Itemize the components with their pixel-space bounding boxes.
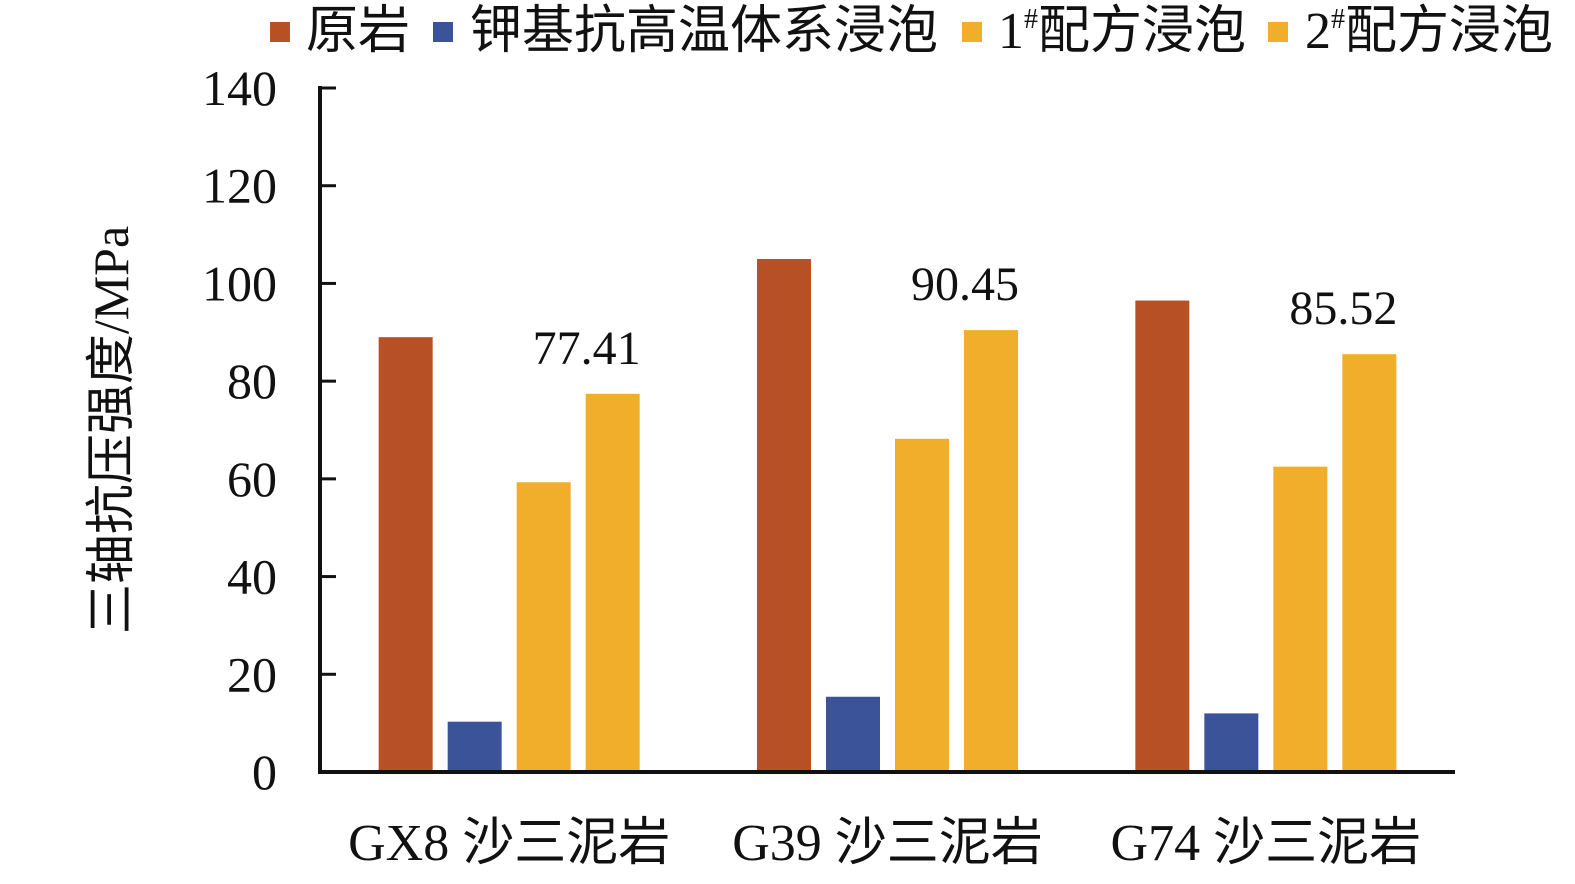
bar-s2-c2	[1273, 466, 1328, 772]
legend-label-formula1-sup: #	[1024, 4, 1038, 35]
bar-s1-c1	[826, 696, 880, 772]
legend-swatch-yuanyan	[270, 22, 290, 42]
legend-label-formula2: 2#配方浸泡	[1305, 3, 1553, 60]
x-tick-label-1: G39 沙三泥岩	[732, 815, 1043, 872]
data-label-2: 85.52	[1289, 282, 1397, 335]
legend-label-formula1-num: 1	[998, 3, 1024, 60]
legend-label-formula2-num: 2	[1305, 3, 1331, 60]
y-tick-label-6: 120	[202, 158, 277, 214]
bar-s1-c0	[447, 721, 502, 772]
y-tick-label-1: 20	[227, 646, 277, 702]
legend-label-yuanyan: 原岩	[306, 3, 410, 60]
x-tick-label-2: G74 沙三泥岩	[1111, 815, 1422, 872]
legend-label-formula1: 1#配方浸泡	[998, 3, 1246, 60]
data-label-1: 90.45	[911, 258, 1019, 311]
y-axis-label: 三轴抗压强度/MPa	[83, 226, 139, 634]
bar-s1-c2	[1204, 713, 1259, 772]
y-tick-label-3: 60	[227, 451, 277, 507]
x-tick-label-0: GX8 沙三泥岩	[348, 815, 670, 872]
bar-s0-c0	[378, 337, 433, 772]
bar-s2-c0	[516, 482, 571, 772]
y-tick-label-4: 80	[227, 353, 277, 409]
legend-label-formula2-rest: 配方浸泡	[1345, 3, 1553, 60]
bar-s0-c2	[1135, 300, 1190, 772]
y-tick-label-0: 0	[252, 744, 277, 800]
bar-s2-c1	[895, 438, 949, 772]
legend-label-kbase: 钾基抗高温体系浸泡	[470, 3, 938, 60]
bar-s3-c2	[1342, 354, 1397, 772]
bar-s0-c1	[757, 259, 811, 772]
y-tick-label-2: 40	[227, 549, 277, 605]
legend-swatch-formula1	[962, 22, 982, 42]
y-tick-label-5: 100	[202, 255, 277, 311]
legend-label-formula2-sup: #	[1331, 4, 1345, 35]
legend-swatch-kbase	[433, 22, 453, 42]
data-label-0: 77.41	[533, 322, 641, 375]
legend-label-formula1-rest: 配方浸泡	[1038, 3, 1246, 60]
plot-area: GX8 沙三泥岩 G39 沙三泥岩 G74 沙三泥岩 77.41 90.45 85.52 0…	[202, 60, 1455, 872]
bar-s3-c0	[585, 393, 640, 772]
y-tick-label-7: 140	[202, 60, 277, 116]
legend: 原岩 钾基抗高温体系浸泡 1#配方浸泡 2#配方浸泡	[270, 3, 1553, 60]
legend-swatch-formula2	[1268, 22, 1288, 42]
bar-s3-c1	[964, 330, 1018, 772]
